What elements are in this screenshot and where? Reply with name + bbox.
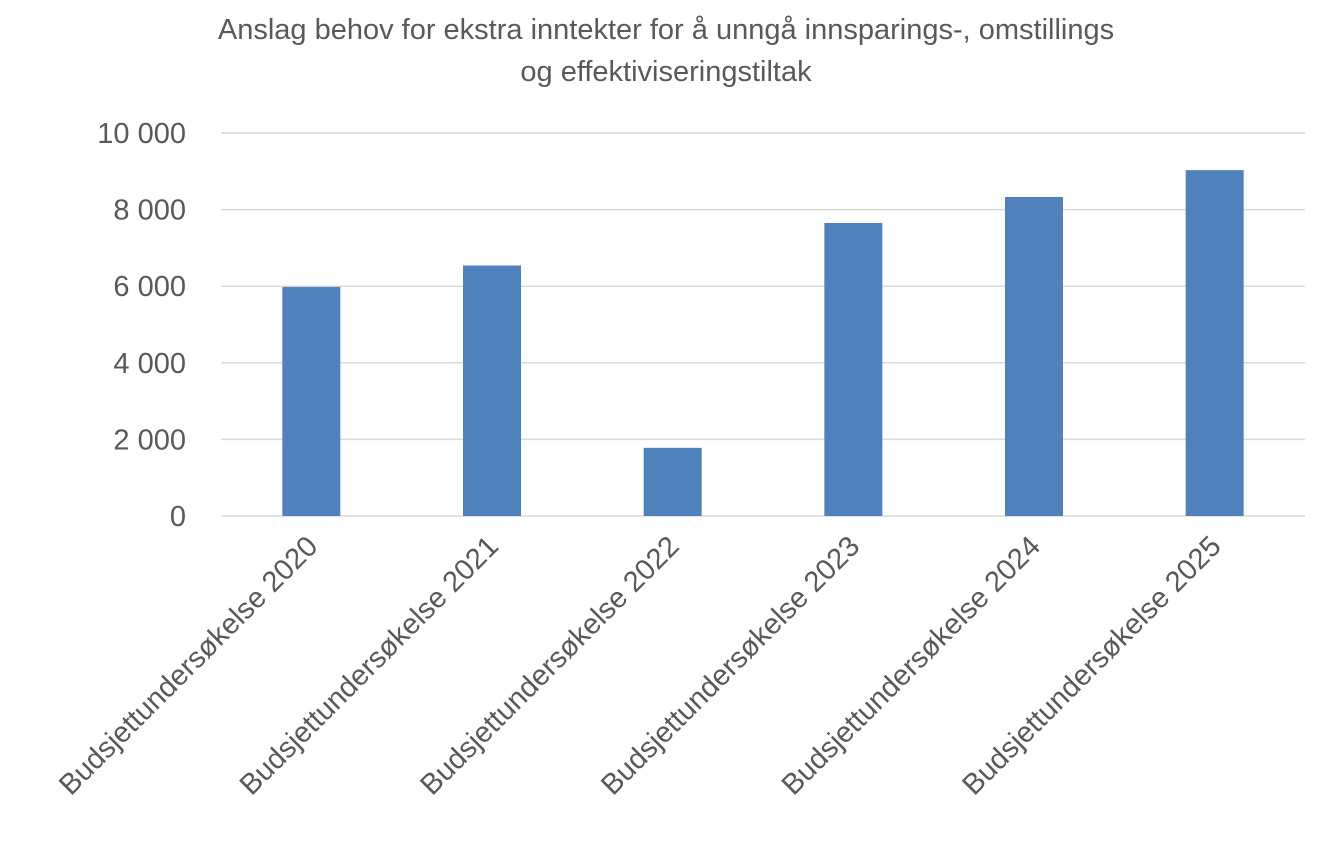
y-tick-label: 2 000 bbox=[113, 424, 186, 456]
y-tick-label: 10 000 bbox=[97, 118, 186, 150]
bar bbox=[824, 223, 883, 516]
bar bbox=[1005, 196, 1063, 516]
chart-title-line-1: Anslag behov for ekstra inntekter for å … bbox=[217, 14, 1115, 46]
bar bbox=[463, 265, 521, 516]
y-tick-label: 8 000 bbox=[113, 195, 186, 227]
bar bbox=[643, 447, 702, 516]
y-tick-label: 4 000 bbox=[113, 348, 186, 380]
y-tick-label: 0 bbox=[170, 501, 186, 533]
chart-title-line-2: og effektiviseringstiltak bbox=[520, 56, 812, 88]
x-axis-ticks: Budsjettundersøkelse 2020Budsjettundersø… bbox=[53, 530, 1227, 801]
bar bbox=[282, 286, 341, 516]
bar bbox=[1185, 170, 1244, 516]
gridlines bbox=[221, 132, 1305, 517]
y-axis-ticks: 0 2 000 4 000 6 000 8 000 10 000 bbox=[97, 118, 186, 533]
y-tick-label: 6 000 bbox=[113, 271, 186, 303]
bars bbox=[282, 170, 1244, 516]
